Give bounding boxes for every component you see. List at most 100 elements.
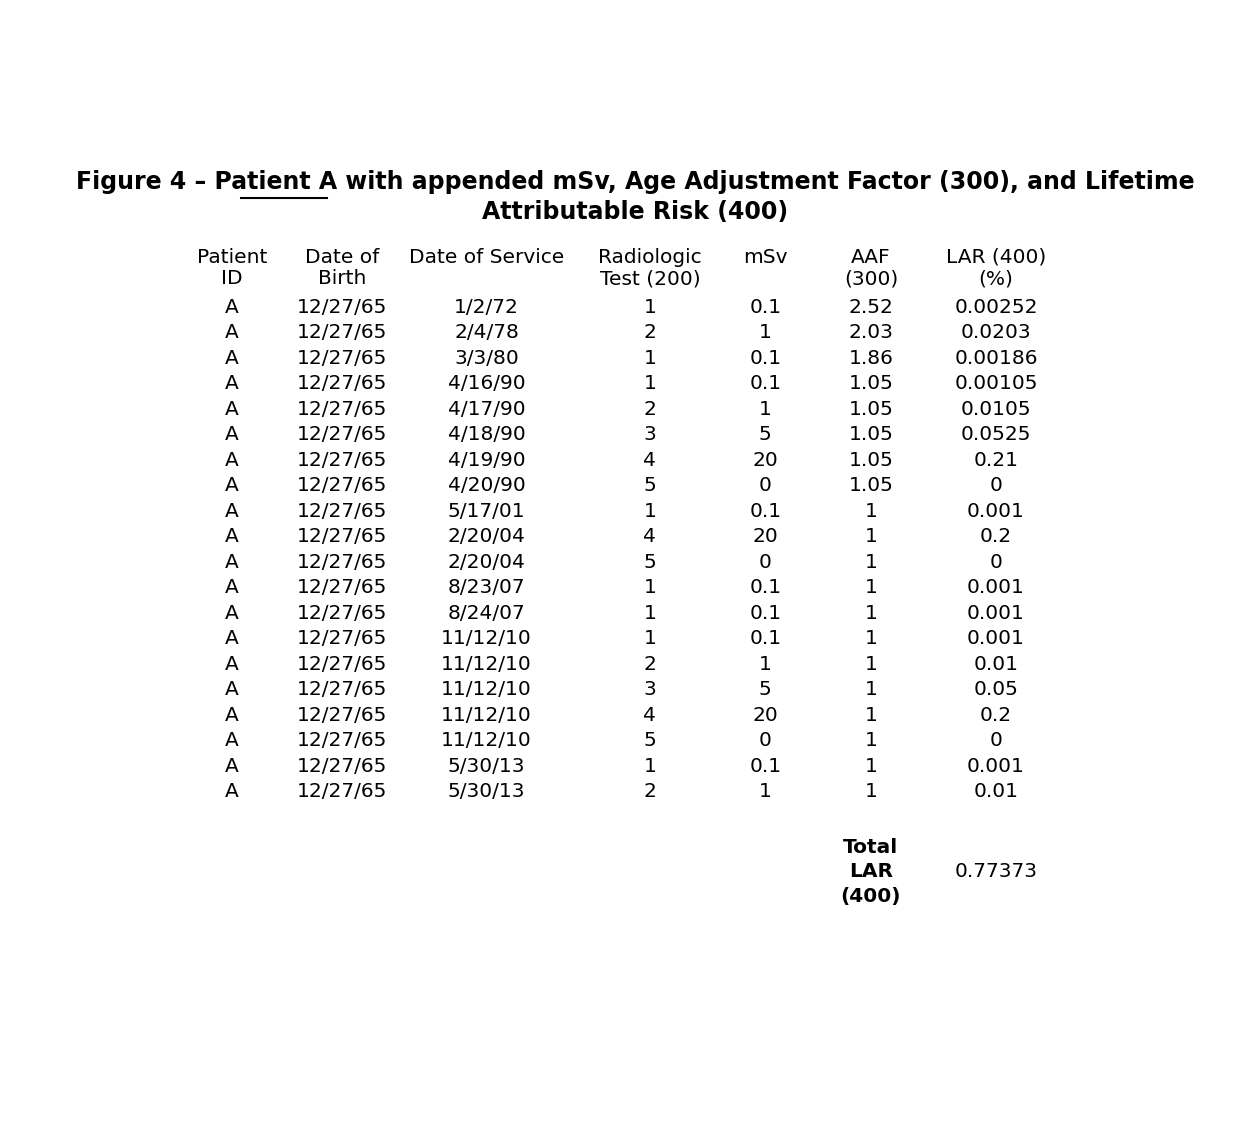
Text: A: A <box>224 349 239 368</box>
Text: ID: ID <box>221 269 243 288</box>
Text: mSv: mSv <box>743 248 787 267</box>
Text: 5: 5 <box>759 425 771 444</box>
Text: 0.1: 0.1 <box>749 375 781 394</box>
Text: 4/19/90: 4/19/90 <box>448 451 526 470</box>
Text: 3: 3 <box>644 680 656 699</box>
Text: 0.001: 0.001 <box>967 578 1024 597</box>
Text: 1.05: 1.05 <box>848 399 893 419</box>
Text: 0.2: 0.2 <box>980 527 1012 546</box>
Text: 1: 1 <box>644 629 656 649</box>
Text: 12/27/65: 12/27/65 <box>298 451 388 470</box>
Text: Date of Service: Date of Service <box>409 248 564 267</box>
Text: 1: 1 <box>759 782 771 801</box>
Text: A: A <box>224 425 239 444</box>
Text: 2/20/04: 2/20/04 <box>448 553 526 572</box>
Text: Birth: Birth <box>319 269 367 288</box>
Text: A: A <box>224 782 239 801</box>
Text: 2/20/04: 2/20/04 <box>448 527 526 546</box>
Text: 0: 0 <box>990 553 1002 572</box>
Text: 1: 1 <box>864 655 878 673</box>
Text: 1: 1 <box>644 375 656 394</box>
Text: 1: 1 <box>864 553 878 572</box>
Text: 2: 2 <box>644 399 656 419</box>
Text: 12/27/65: 12/27/65 <box>298 323 388 342</box>
Text: 8/23/07: 8/23/07 <box>448 578 526 597</box>
Text: 1.05: 1.05 <box>848 425 893 444</box>
Text: 0.0203: 0.0203 <box>961 323 1032 342</box>
Text: 0.21: 0.21 <box>973 451 1018 470</box>
Text: 4/18/90: 4/18/90 <box>448 425 526 444</box>
Text: A: A <box>224 578 239 597</box>
Text: A: A <box>224 502 239 521</box>
Text: 5/17/01: 5/17/01 <box>448 502 526 521</box>
Text: 0.0105: 0.0105 <box>961 399 1032 419</box>
Text: 12/27/65: 12/27/65 <box>298 732 388 751</box>
Text: 1.05: 1.05 <box>848 451 893 470</box>
Text: 5: 5 <box>644 732 656 751</box>
Text: 1: 1 <box>864 756 878 775</box>
Text: Total: Total <box>843 838 899 857</box>
Text: 1: 1 <box>864 732 878 751</box>
Text: 12/27/65: 12/27/65 <box>298 375 388 394</box>
Text: 4: 4 <box>644 706 656 725</box>
Text: A: A <box>224 756 239 775</box>
Text: 3/3/80: 3/3/80 <box>454 349 518 368</box>
Text: 1: 1 <box>644 502 656 521</box>
Text: 12/27/65: 12/27/65 <box>298 477 388 495</box>
Text: 5: 5 <box>759 680 771 699</box>
Text: 0: 0 <box>759 732 771 751</box>
Text: Figure 4 – Patient A with appended mSv, Age Adjustment Factor (300), and Lifetim: Figure 4 – Patient A with appended mSv, … <box>76 171 1195 194</box>
Text: 11/12/10: 11/12/10 <box>441 629 532 649</box>
Text: 4/17/90: 4/17/90 <box>448 399 526 419</box>
Text: A: A <box>224 732 239 751</box>
Text: 20: 20 <box>753 527 779 546</box>
Text: 3: 3 <box>644 425 656 444</box>
Text: A: A <box>224 604 239 623</box>
Text: 12/27/65: 12/27/65 <box>298 629 388 649</box>
Text: 1: 1 <box>864 604 878 623</box>
Text: 2/4/78: 2/4/78 <box>454 323 520 342</box>
Text: 1: 1 <box>864 527 878 546</box>
Text: (%): (%) <box>978 269 1013 288</box>
Text: 0.001: 0.001 <box>967 604 1024 623</box>
Text: 11/12/10: 11/12/10 <box>441 680 532 699</box>
Text: 12/27/65: 12/27/65 <box>298 425 388 444</box>
Text: 0.0525: 0.0525 <box>961 425 1032 444</box>
Text: A: A <box>224 298 239 316</box>
Text: LAR (400): LAR (400) <box>946 248 1047 267</box>
Text: 12/27/65: 12/27/65 <box>298 399 388 419</box>
Text: 1: 1 <box>864 782 878 801</box>
Text: 0.1: 0.1 <box>749 298 781 316</box>
Text: 1: 1 <box>864 578 878 597</box>
Text: 0.00186: 0.00186 <box>954 349 1038 368</box>
Text: A: A <box>224 375 239 394</box>
Text: 1: 1 <box>644 578 656 597</box>
Text: 0: 0 <box>759 477 771 495</box>
Text: 0.1: 0.1 <box>749 502 781 521</box>
Text: 0.1: 0.1 <box>749 756 781 775</box>
Text: 1.86: 1.86 <box>848 349 893 368</box>
Text: 1: 1 <box>864 629 878 649</box>
Text: 12/27/65: 12/27/65 <box>298 756 388 775</box>
Text: A: A <box>224 553 239 572</box>
Text: 1: 1 <box>644 756 656 775</box>
Text: 1: 1 <box>759 399 771 419</box>
Text: 0.1: 0.1 <box>749 604 781 623</box>
Text: 0: 0 <box>990 477 1002 495</box>
Text: 0.001: 0.001 <box>967 629 1024 649</box>
Text: 1: 1 <box>644 298 656 316</box>
Text: 2.52: 2.52 <box>848 298 893 316</box>
Text: 8/24/07: 8/24/07 <box>448 604 526 623</box>
Text: 12/27/65: 12/27/65 <box>298 349 388 368</box>
Text: 1: 1 <box>644 604 656 623</box>
Text: 0.01: 0.01 <box>973 655 1018 673</box>
Text: 1: 1 <box>864 706 878 725</box>
Text: 1: 1 <box>864 680 878 699</box>
Text: 0.77373: 0.77373 <box>955 863 1038 882</box>
Text: 5: 5 <box>644 477 656 495</box>
Text: A: A <box>224 706 239 725</box>
Text: Patient: Patient <box>197 248 267 267</box>
Text: A: A <box>224 527 239 546</box>
Text: AAF: AAF <box>851 248 890 267</box>
Text: 12/27/65: 12/27/65 <box>298 680 388 699</box>
